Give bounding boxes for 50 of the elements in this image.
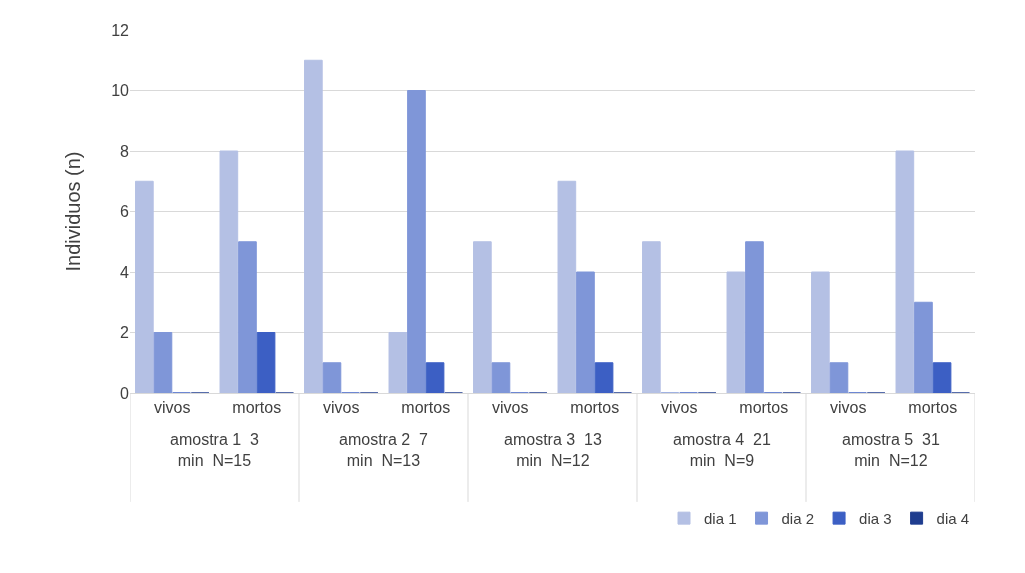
y-tick-label: 8: [120, 142, 130, 160]
bar: [557, 180, 577, 393]
y-tick-label: 6: [120, 203, 130, 221]
bar: [642, 241, 661, 393]
bar: [425, 362, 445, 393]
legend-label: dia 4: [936, 510, 970, 527]
x-tick-label: vivos: [830, 399, 867, 417]
x-tick-label: vivos: [492, 399, 529, 417]
legend-label: dia 2: [781, 510, 815, 527]
text: amostra 2 7 min N=13: [339, 431, 429, 469]
bar: [238, 241, 257, 393]
bar: [726, 271, 746, 393]
y-axis-title: Individuos (n): [62, 151, 84, 272]
bar: [256, 332, 276, 393]
bar: [304, 59, 323, 393]
legend-label: dia 3: [859, 510, 892, 527]
x-tick-label: mortos: [739, 399, 789, 417]
x-tick-label: mortos: [232, 399, 282, 417]
bar: [594, 362, 614, 393]
y-tick-label: 0: [120, 384, 130, 402]
bar: [914, 301, 933, 393]
x-tick-label: vivos: [323, 399, 360, 417]
text: amostra 3 13 min N=12: [504, 431, 602, 469]
y-tick-label: 12: [111, 21, 130, 39]
x-tick-label: vivos: [661, 399, 698, 417]
x-tick-label: mortos: [401, 399, 451, 417]
bar: [153, 332, 173, 393]
y-tick-label: 2: [120, 324, 130, 342]
text: amostra 4 21 min N=9: [673, 431, 771, 469]
x-tick-label: mortos: [908, 399, 958, 417]
bar: [388, 332, 408, 393]
text: amostra 1 3 min N=15: [170, 431, 260, 469]
bar: [745, 241, 764, 393]
y-tick-label: 4: [120, 263, 130, 281]
bar: [219, 150, 239, 393]
bar: [407, 90, 426, 393]
bar: [473, 241, 492, 393]
text: amostra 5 31 min N=12: [842, 431, 940, 469]
y-tick-label: 10: [111, 82, 130, 100]
bar: [895, 150, 915, 393]
bar: [829, 362, 849, 393]
bar: [811, 271, 830, 393]
bar: [135, 180, 154, 393]
bar: [932, 362, 952, 393]
bar: [322, 362, 342, 393]
bar: [576, 271, 595, 393]
x-tick-label: mortos: [570, 399, 620, 417]
x-tick-label: vivos: [154, 399, 191, 417]
legend-label: dia 1: [704, 510, 737, 527]
bar: [491, 362, 511, 393]
